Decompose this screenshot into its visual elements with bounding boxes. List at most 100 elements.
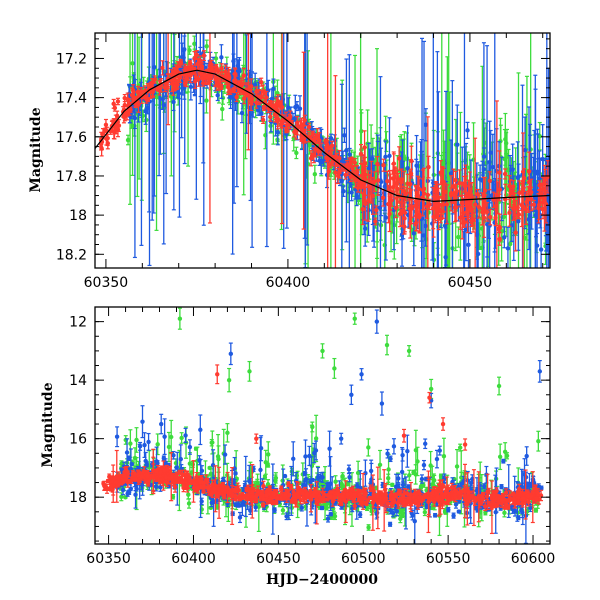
blue-point [405, 165, 410, 171]
red-point [198, 72, 203, 77]
red-point [463, 183, 468, 189]
blue-point [423, 122, 429, 127]
green-point [503, 137, 508, 142]
red-point [482, 188, 488, 193]
red-point [278, 101, 283, 107]
red-point [219, 84, 224, 90]
blue-point [466, 242, 471, 248]
red-point [366, 184, 371, 189]
blue-point [160, 96, 165, 102]
top-data-points [98, 33, 550, 268]
blue-point [411, 231, 416, 236]
red-point [193, 74, 199, 79]
red-point [152, 77, 158, 82]
red-point [363, 201, 368, 206]
red-point [516, 212, 522, 217]
red-point [275, 119, 280, 124]
red-point [475, 191, 480, 197]
red-point [259, 79, 264, 85]
x-tick-label: 60350 [84, 275, 129, 291]
red-point [398, 180, 404, 185]
red-point [438, 170, 443, 175]
red-point [175, 82, 180, 87]
red-point [226, 76, 232, 82]
blue-point [339, 178, 345, 183]
green-point [456, 234, 461, 240]
red-point [408, 171, 414, 176]
red-point [182, 81, 188, 86]
red-point [434, 203, 439, 208]
red-point [104, 136, 109, 141]
red-point [405, 181, 410, 186]
red-point [385, 178, 390, 184]
blue-point [414, 163, 419, 168]
red-point [409, 204, 414, 209]
blue-point [215, 93, 220, 98]
blue-point [347, 152, 352, 157]
blue-point [188, 84, 194, 90]
red-point [311, 153, 317, 158]
red-point [487, 178, 493, 183]
red-point [402, 224, 407, 229]
green-point [507, 241, 513, 247]
red-point [302, 118, 307, 123]
red-point [155, 86, 160, 91]
red-point [306, 124, 312, 130]
red-point [453, 205, 459, 210]
red-point [359, 173, 365, 178]
blue-point [143, 108, 148, 114]
red-point [526, 179, 532, 185]
red-point [100, 131, 106, 136]
blue-point [535, 169, 540, 174]
red-point [511, 184, 516, 189]
red-point [417, 214, 422, 220]
blue-point [455, 142, 460, 147]
red-point [315, 133, 320, 139]
red-point [480, 206, 485, 212]
blue-point [522, 147, 528, 153]
red-point [416, 186, 422, 192]
green-point [501, 214, 507, 220]
red-point [352, 160, 357, 165]
blue-point [171, 99, 176, 105]
red-point [103, 122, 109, 127]
red-point [192, 56, 197, 61]
red-point [261, 105, 267, 111]
red-point [360, 206, 365, 212]
red-point [517, 190, 522, 196]
red-point [234, 94, 239, 100]
red-point [113, 125, 119, 131]
red-point [502, 171, 508, 177]
red-point [387, 211, 392, 217]
x-tick-label: 60450 [448, 275, 493, 291]
blue-point [383, 215, 389, 220]
red-point [484, 209, 490, 215]
red-point [299, 136, 304, 142]
red-point [348, 161, 353, 166]
blue-point [505, 246, 511, 251]
red-point [507, 210, 512, 215]
red-point [324, 144, 329, 150]
blue-point [383, 154, 388, 160]
blue-point [328, 136, 334, 141]
blue-point [219, 55, 224, 60]
red-point [459, 200, 465, 206]
red-point [493, 215, 498, 220]
blue-point [387, 153, 392, 159]
blue-point [487, 159, 492, 165]
red-point [260, 89, 266, 94]
red-point [274, 102, 279, 107]
red-point [488, 214, 493, 220]
x-tick-label: 60400 [266, 275, 311, 291]
red-point [187, 60, 193, 66]
red-point [433, 187, 438, 193]
red-point [420, 195, 425, 200]
blue-point [538, 247, 544, 252]
blue-point [341, 188, 346, 194]
red-point [413, 221, 419, 226]
red-point [328, 150, 333, 156]
red-point [451, 183, 456, 189]
blue-point [231, 58, 236, 64]
green-point [294, 150, 299, 156]
